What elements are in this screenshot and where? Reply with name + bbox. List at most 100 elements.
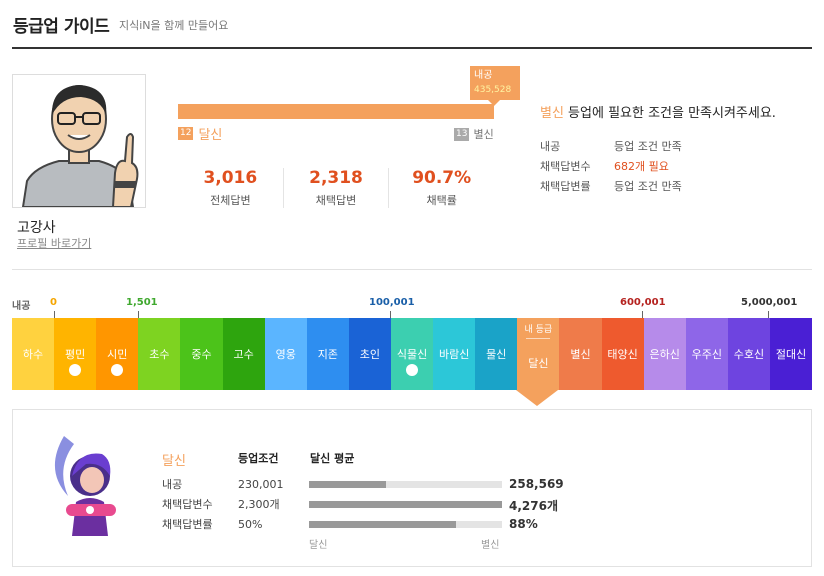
grade-info-average-header: 달신 평균 [310, 452, 355, 465]
grade-info-bar [309, 521, 502, 528]
condition-label: 내공 [540, 140, 561, 153]
grade-name: 초수 [149, 348, 170, 361]
grade-info-bar [309, 481, 502, 488]
grade-progress-fill [178, 104, 494, 119]
grade-cell[interactable]: 평민 [54, 318, 97, 390]
next-level-number: 13 [454, 127, 470, 141]
stat-value: 90.7% [412, 168, 472, 188]
stat-selection-rate: 90.7% 채택률 [389, 168, 494, 208]
threshold-label: 600,001 [620, 297, 666, 308]
condition-status: 등업 조건 만족 [614, 140, 682, 153]
threshold-label: 0 [50, 297, 57, 308]
condition-status: 682개 필요 [614, 160, 669, 173]
moon-god-character-icon [54, 436, 116, 536]
grade-cell[interactable]: 바람신 [433, 318, 476, 390]
current-level-number: 12 [178, 127, 194, 140]
grade-name: 바람신 [438, 348, 470, 361]
grade-info-bar-fill [309, 501, 502, 508]
grade-cell[interactable]: 고수 [222, 318, 265, 390]
stat-label: 채택답변 [315, 194, 357, 207]
profile-link[interactable]: 프로필 바로가기 [17, 237, 92, 250]
page-subtitle: 지식iN을 함께 만들어요 [119, 19, 229, 32]
grade-info-row: 채택답변률 50% [162, 514, 308, 534]
grade-info-label: 내공 [162, 478, 183, 491]
condition-label: 채택답변수 [540, 160, 591, 173]
threshold-tick [54, 311, 55, 318]
grade-cell[interactable]: 식물신 [390, 318, 434, 390]
grade-info-panel [12, 409, 812, 567]
grade-cell[interactable]: 영웅 [264, 318, 307, 390]
threshold-tick [768, 311, 769, 318]
grade-info-axis-left: 달신 [309, 540, 328, 551]
my-grade-tag: 내 등급 [524, 325, 553, 335]
grade-info-title: 달신 [162, 454, 186, 469]
grade-name: 달신 [528, 357, 549, 370]
grade-cell[interactable]: 절대신 [769, 318, 813, 390]
grade-name: 물신 [486, 348, 507, 361]
next-grade-name: 별신 [540, 106, 564, 121]
grade-name: 고수 [233, 348, 254, 361]
grade-cell[interactable]: 은하신 [643, 318, 686, 390]
stat-label: 채택률 [426, 194, 457, 207]
next-grade-conditions: 내공 등업 조건 만족 채택답변수 682개 필요 채택답변률 등업 조건 만족 [540, 136, 682, 196]
grade-cell[interactable]: 하수 [12, 318, 55, 390]
grade-info-bar-fill [309, 481, 387, 488]
stat-total-answers: 3,016 전체답변 [178, 168, 284, 208]
next-level: 13 별신 [454, 126, 494, 142]
grade-info-condition-header: 등업조건 [238, 452, 279, 465]
threshold-tick [390, 311, 391, 318]
grade-cell[interactable]: 초수 [138, 318, 181, 390]
grade-cell[interactable]: 물신 [475, 318, 518, 390]
grade-info-average: 258,569 [509, 477, 564, 491]
grade-badge-icon [69, 364, 82, 376]
current-grade-arrow [516, 390, 558, 406]
current-level: 12 달신 [178, 124, 222, 143]
teacher-illustration-icon [21, 85, 139, 208]
grade-name: 수호신 [733, 348, 765, 361]
grade-cell[interactable]: 시민 [96, 318, 139, 390]
grade-cell[interactable]: 초인 [348, 318, 391, 390]
grade-cell[interactable]: 수호신 [727, 318, 770, 390]
grade-cell[interactable]: 태양신 [601, 318, 644, 390]
grade-cell[interactable]: 우주신 [685, 318, 728, 390]
grade-cell[interactable]: 별신 [559, 318, 602, 390]
grade-cell[interactable]: 지존 [306, 318, 349, 390]
grade-name: 절대신 [775, 348, 807, 361]
grade-name: 중수 [191, 348, 212, 361]
condition-status: 등업 조건 만족 [614, 180, 682, 193]
grade-info-average: 4,276개 [509, 499, 558, 513]
grade-name: 태양신 [607, 348, 638, 361]
grade-info-average: 88% [509, 517, 538, 531]
grade-name: 우주신 [691, 348, 722, 361]
grade-info-condition: 2,300개 [238, 498, 280, 511]
grade-info-label: 채택답변수 [162, 498, 213, 511]
grade-name: 시민 [107, 348, 128, 361]
header-divider [12, 47, 812, 49]
grade-badge-icon [406, 364, 419, 376]
threshold-label: 100,001 [369, 297, 415, 308]
points-tooltip: 내공 435,528 [470, 66, 520, 100]
grade-info-row: 채택답변수 2,300개 [162, 494, 308, 514]
my-grade-divider [526, 338, 551, 339]
grade-info-bar [309, 501, 502, 508]
grade-info-axis-right: 별신 [481, 540, 500, 551]
grade-info-label: 채택답변률 [162, 518, 213, 531]
grade-name: 은하신 [649, 348, 680, 361]
next-grade-message: 별신 등업에 필요한 조건을 만족시켜주세요. [540, 102, 776, 121]
stat-value: 2,318 [309, 168, 363, 188]
threshold-tick [138, 311, 139, 318]
next-grade-message-text: 등업에 필요한 조건을 만족시켜주세요. [563, 106, 776, 121]
grade-name: 하수 [22, 348, 44, 361]
grade-name: 평민 [65, 348, 86, 361]
profile-avatar[interactable] [12, 74, 146, 208]
grade-cell[interactable]: 중수 [180, 318, 223, 390]
points-tooltip-label: 내공 [474, 70, 493, 81]
grade-info-condition: 230,001 [238, 477, 284, 491]
grade-name: 식물신 [396, 348, 428, 361]
grade-name: 영웅 [275, 348, 296, 361]
stat-selected-answers: 2,318 채택답변 [284, 168, 390, 208]
page-title: 등급업 가이드 [13, 17, 110, 37]
threshold-label: 1,501 [126, 297, 158, 308]
condition-label: 채택답변률 [540, 180, 591, 193]
